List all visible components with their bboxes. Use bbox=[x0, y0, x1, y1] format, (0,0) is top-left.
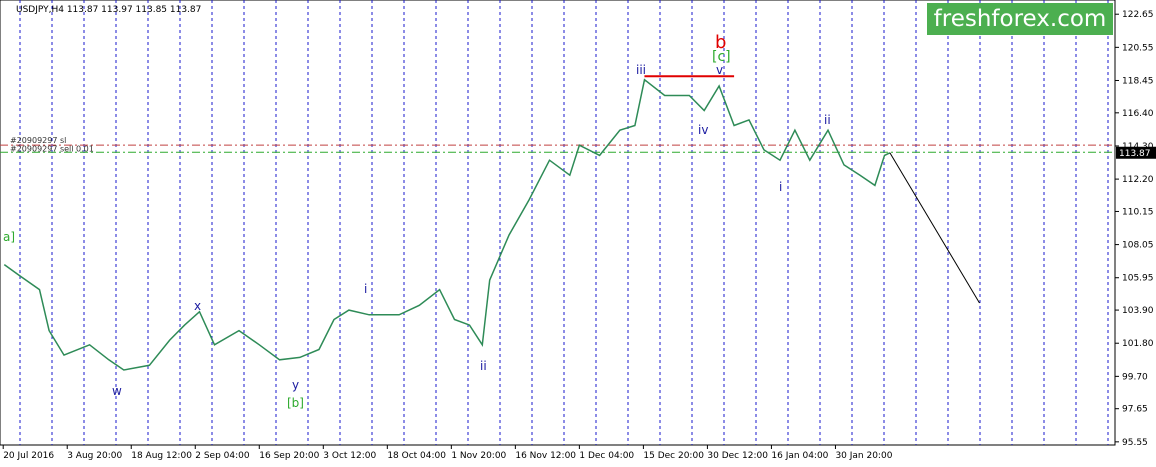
trend-line bbox=[889, 152, 980, 304]
y-tick-label: 122.65 bbox=[1122, 10, 1154, 20]
wave-label: [c] bbox=[712, 49, 731, 65]
y-tick-label: 101.80 bbox=[1122, 339, 1154, 349]
brand-box bbox=[927, 3, 1113, 35]
x-tick-label: 18 Aug 12:00 bbox=[131, 451, 192, 461]
wave-label: x bbox=[194, 299, 201, 313]
x-tick-label: 16 Sep 20:00 bbox=[259, 451, 319, 461]
y-tick-label: 108.05 bbox=[1122, 241, 1154, 251]
x-tick-label: 3 Oct 12:00 bbox=[323, 451, 376, 461]
wave-label: ii bbox=[480, 359, 487, 373]
wave-label: ii bbox=[824, 113, 831, 127]
plot-area bbox=[0, 0, 1116, 446]
wave-label: i bbox=[779, 180, 782, 194]
wave-label: b bbox=[715, 32, 726, 53]
wave-labels: a] w x y [b] i ii iii iv v [c] b i ii bbox=[3, 32, 831, 410]
price-line bbox=[3, 78, 891, 371]
x-tick-label: 30 Dec 12:00 bbox=[707, 451, 768, 461]
y-tick-label: 120.55 bbox=[1122, 43, 1154, 53]
y-tick-label: 97.65 bbox=[1122, 405, 1148, 415]
x-tick-label: 30 Jan 20:00 bbox=[835, 451, 892, 461]
y-tick-label: 105.95 bbox=[1122, 274, 1154, 284]
y-tick-label: 118.45 bbox=[1122, 76, 1154, 86]
x-tick-label: 1 Dec 04:00 bbox=[579, 451, 634, 461]
chart-title: USDJPY,H4 113.87 113.97 113.85 113.87 bbox=[16, 5, 201, 15]
wave-label: w bbox=[112, 384, 122, 398]
wave-label: iii bbox=[636, 63, 646, 77]
x-tick-label: 18 Oct 04:00 bbox=[387, 451, 446, 461]
period-separators bbox=[19, 0, 1109, 445]
last-price-label: 113.87 bbox=[1119, 149, 1151, 159]
order-level-label: #20909297 sell 0.01 bbox=[10, 144, 94, 153]
wave-label: v bbox=[716, 63, 723, 77]
order-level-label: #20909297 sl bbox=[10, 136, 66, 145]
x-tick-label: 15 Dec 20:00 bbox=[643, 451, 704, 461]
wave-label: [b] bbox=[287, 396, 304, 410]
y-tick-label: 95.55 bbox=[1122, 438, 1148, 448]
y-tick-label: 99.70 bbox=[1122, 372, 1148, 382]
wave-label: i bbox=[364, 282, 367, 296]
y-tick-label: 103.90 bbox=[1122, 306, 1154, 316]
x-tick-label: 20 Jul 2016 bbox=[3, 451, 54, 461]
x-tick-label: 16 Nov 12:00 bbox=[515, 451, 576, 461]
x-tick-label: 16 Jan 04:00 bbox=[771, 451, 828, 461]
y-tick-label: 112.20 bbox=[1122, 175, 1154, 185]
wave-label: y bbox=[292, 378, 299, 392]
y-tick-label: 110.15 bbox=[1122, 207, 1154, 217]
wave-label: iv bbox=[698, 123, 708, 137]
last-price-box bbox=[1116, 146, 1156, 159]
x-tick-label: 3 Aug 20:00 bbox=[67, 451, 122, 461]
wave-label: a] bbox=[3, 230, 15, 244]
y-tick-label: 116.40 bbox=[1122, 109, 1154, 119]
x-tick-label: 2 Sep 04:00 bbox=[195, 451, 250, 461]
brand: freshforex.com bbox=[934, 6, 1107, 32]
x-tick-label: 1 Nov 20:00 bbox=[451, 451, 506, 461]
